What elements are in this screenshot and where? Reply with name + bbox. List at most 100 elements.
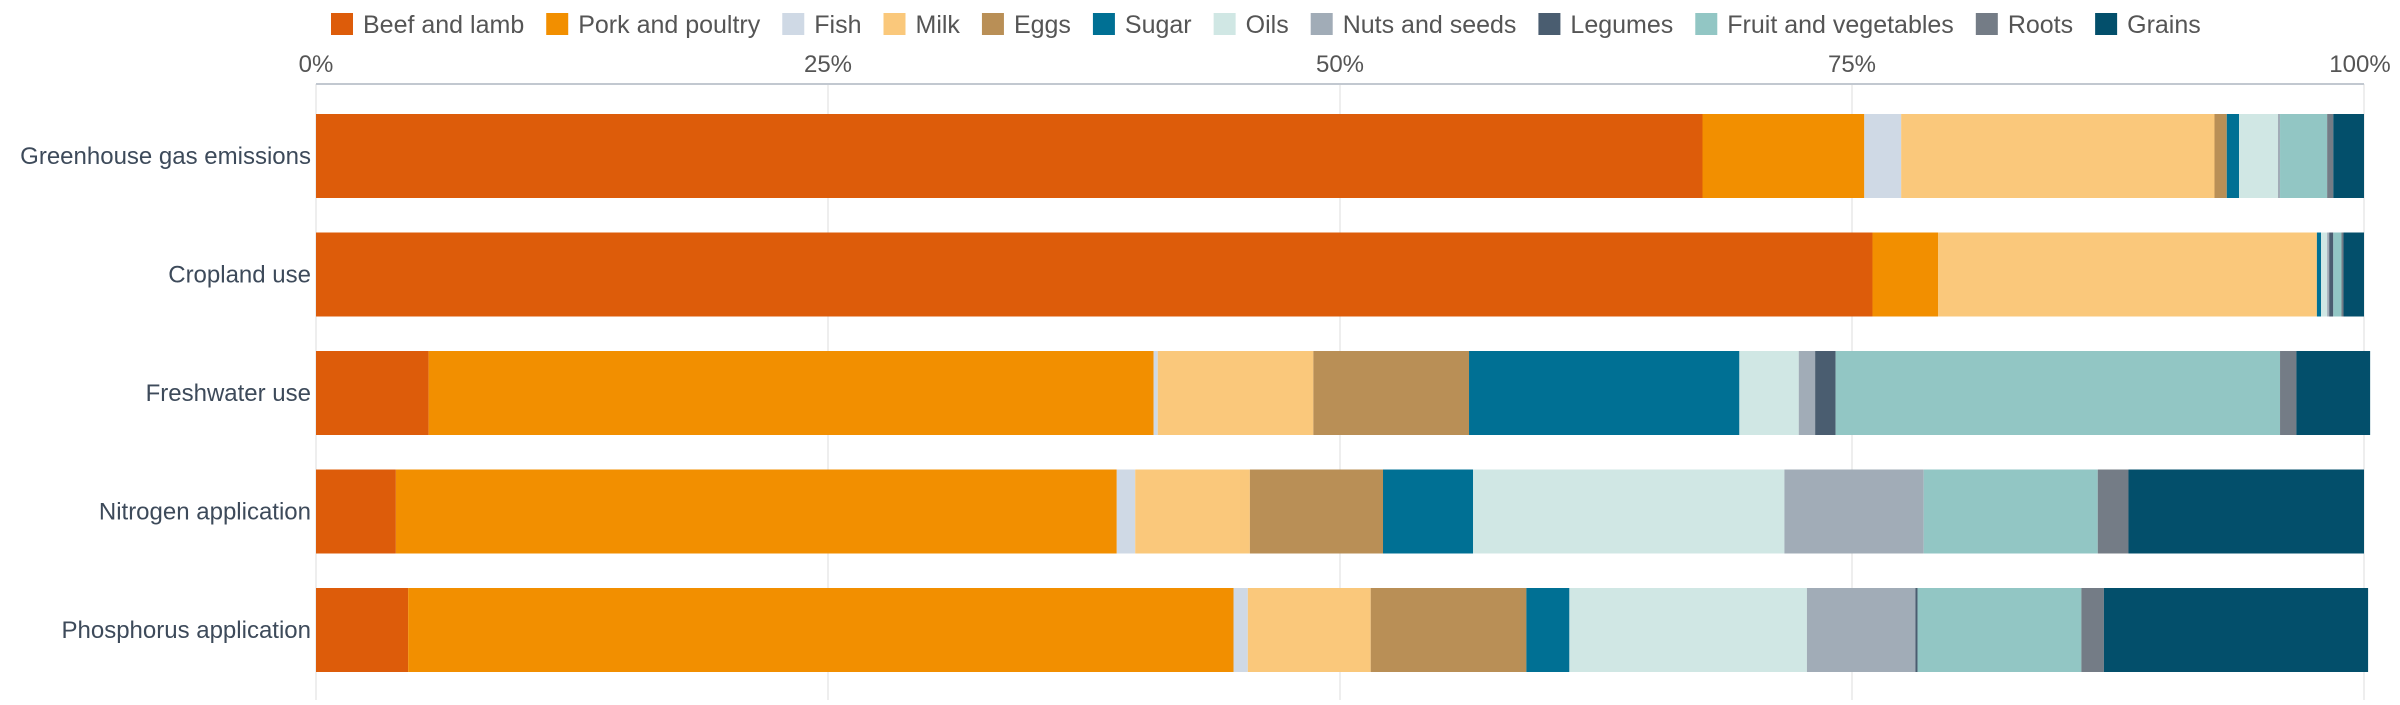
- legend-swatch: [981, 13, 1004, 35]
- category-label: Greenhouse gas emissions: [20, 143, 311, 170]
- bar-segment: [1835, 351, 2281, 435]
- legend-label: Beef and lamb: [363, 11, 524, 39]
- bar-segment: [2333, 232, 2342, 317]
- bar-segment: [2128, 469, 2364, 554]
- legend-label: Roots: [2008, 11, 2073, 39]
- bar-segment: [2280, 351, 2297, 435]
- bar-segment: [1915, 588, 1918, 672]
- bar-segment: [2280, 114, 2328, 198]
- bar-segment: [2239, 114, 2278, 198]
- bar-segment: [395, 469, 1117, 554]
- x-tick-label: 100%: [2329, 51, 2390, 78]
- bar-segment: [1569, 588, 1807, 672]
- legend-label: Nuts and seeds: [1343, 11, 1517, 39]
- bar-segment: [2214, 114, 2227, 198]
- legend-label: Legumes: [1570, 11, 1673, 39]
- legend-swatch: [1695, 13, 1718, 35]
- bar-segment: [1473, 469, 1785, 554]
- x-tick-label: 25%: [804, 51, 852, 78]
- bar-segment: [1938, 232, 2317, 317]
- x-tick-label: 50%: [1316, 51, 1364, 78]
- legend-swatch: [1310, 13, 1333, 35]
- category-label: Nitrogen application: [99, 499, 311, 526]
- legend-swatch: [1092, 13, 1115, 35]
- legend-item[interactable]: Legumes: [1538, 11, 1673, 39]
- legend-swatch: [1213, 13, 1236, 35]
- legend-item[interactable]: Milk: [883, 11, 961, 39]
- legend-swatch: [1538, 13, 1561, 35]
- bar-segment: [1901, 114, 2215, 198]
- bar-segment: [2226, 114, 2240, 198]
- bar-segment: [2320, 232, 2328, 317]
- bar-segment: [1923, 469, 2098, 554]
- bar-segment: [2277, 114, 2281, 198]
- bar-segment: [1702, 114, 1865, 198]
- bar-segment: [1917, 588, 2082, 672]
- bar-segment: [316, 588, 409, 672]
- bar-segment: [316, 232, 1873, 317]
- bar-segment: [1469, 351, 1740, 435]
- bar-segment: [1798, 351, 1816, 435]
- legend-label: Sugar: [1125, 11, 1192, 39]
- legend-item[interactable]: Roots: [1975, 11, 2073, 39]
- legend-label: Oils: [1246, 11, 1289, 39]
- legend-swatch: [1975, 13, 1998, 35]
- bar-segment: [1157, 351, 1314, 435]
- legend-label: Eggs: [1014, 11, 1071, 39]
- legend-label: Pork and poultry: [578, 11, 761, 39]
- category-label: Cropland use: [168, 262, 311, 289]
- bar-segment: [1153, 351, 1158, 435]
- bar-segment: [2097, 469, 2129, 554]
- y-axis-labels: Greenhouse gas emissions Cropland use Fres…: [20, 143, 311, 644]
- bar-segment: [1116, 469, 1136, 554]
- bar-segment: [1526, 588, 1570, 672]
- legend-swatch: [331, 13, 353, 35]
- bar-segment: [2329, 232, 2334, 317]
- legend-item[interactable]: Fish: [782, 11, 862, 39]
- bars: [316, 114, 2371, 672]
- bar-segment: [1383, 469, 1474, 554]
- x-tick-label: 75%: [1828, 51, 1876, 78]
- bar-segment: [316, 351, 429, 435]
- legend-item[interactable]: Eggs: [981, 11, 1071, 39]
- legend-item[interactable]: Sugar: [1092, 11, 1192, 39]
- legend-item[interactable]: Grains: [2095, 11, 2201, 39]
- bar-segment: [1872, 232, 1939, 317]
- category-label: Freshwater use: [146, 380, 311, 407]
- legend-item[interactable]: Nuts and seeds: [1310, 11, 1517, 39]
- legend-label: Fruit and vegetables: [1727, 11, 1954, 39]
- x-axis-ticks: 0% 25% 50% 75% 100%: [299, 51, 2391, 78]
- legend-item[interactable]: Beef and lamb: [331, 11, 524, 39]
- legend-item[interactable]: Oils: [1213, 11, 1289, 39]
- bar-segment: [1135, 469, 1250, 554]
- legend: Beef and lamb Pork and poultry Fish Milk Egg…: [331, 11, 2201, 39]
- bar-segment: [2316, 232, 2321, 317]
- bar-segment: [1249, 469, 1384, 554]
- legend-item[interactable]: Pork and poultry: [546, 11, 761, 39]
- bar-segment: [1784, 469, 1924, 554]
- bar-segment: [1370, 588, 1527, 672]
- legend-label: Milk: [916, 11, 961, 39]
- bar-segment: [1864, 114, 1902, 198]
- bar-segment: [316, 469, 396, 554]
- bar-segment: [2333, 114, 2364, 198]
- legend-swatch: [546, 13, 569, 35]
- bar-segment: [2343, 232, 2364, 317]
- legend-label: Grains: [2127, 11, 2201, 39]
- bar-segment: [2296, 351, 2371, 435]
- legend-item[interactable]: Fruit and vegetables: [1695, 11, 1954, 39]
- legend-swatch: [2095, 13, 2118, 35]
- bar-segment: [2081, 588, 2104, 672]
- category-label: Phosphorus application: [61, 617, 311, 644]
- bar-segment: [1233, 588, 1248, 672]
- bar-segment: [2327, 232, 2330, 317]
- bar-segment: [2341, 232, 2344, 317]
- bar-segment: [408, 588, 1234, 672]
- bar-segment: [1247, 588, 1371, 672]
- bar-segment: [2103, 588, 2369, 672]
- bar-segment: [2327, 114, 2334, 198]
- bar-segment: [316, 114, 1703, 198]
- bar-segment: [1313, 351, 1470, 435]
